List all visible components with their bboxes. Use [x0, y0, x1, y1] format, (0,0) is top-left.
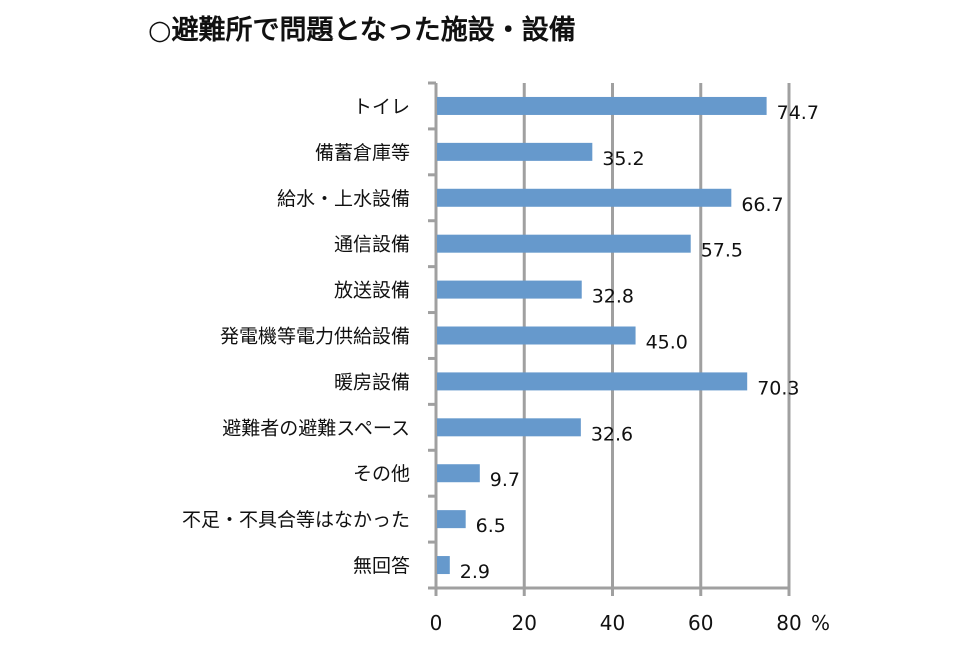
x-tick-label: 60: [688, 611, 713, 635]
data-label: 32.8: [592, 286, 634, 308]
category-label: 無回答: [353, 555, 410, 577]
bar: [437, 234, 691, 253]
bar: [437, 142, 593, 161]
bar: [437, 556, 450, 575]
data-label: 45.0: [646, 332, 688, 354]
bar: [437, 326, 636, 345]
data-label: 66.7: [741, 194, 783, 216]
category-label: 放送設備: [334, 280, 410, 302]
data-label: 32.6: [591, 423, 633, 445]
data-label: 35.2: [602, 148, 644, 170]
data-label: 70.3: [757, 377, 799, 399]
bar: [437, 418, 581, 437]
bar: [437, 372, 748, 391]
category-label: 通信設備: [334, 234, 410, 256]
category-label: その他: [353, 463, 410, 485]
x-unit-label: %: [811, 611, 830, 635]
chart-title: ○避難所で問題となった施設・設備: [148, 15, 576, 46]
x-tick-label: 40: [600, 611, 625, 635]
category-label: 避難者の避難スペース: [222, 417, 410, 439]
bar: [437, 188, 732, 207]
data-label: 9.7: [490, 469, 520, 491]
data-label: 2.9: [460, 561, 490, 583]
data-label: 6.5: [476, 515, 506, 537]
data-label: 74.7: [777, 102, 819, 124]
x-tick-label: 0: [430, 611, 443, 635]
x-tick-label: 20: [512, 611, 537, 635]
x-tick-label: 80: [776, 611, 801, 635]
data-label: 57.5: [701, 240, 743, 262]
bar: [437, 280, 582, 299]
bar: [437, 464, 480, 483]
category-label: 備蓄倉庫等: [315, 142, 410, 164]
category-label: トイレ: [353, 96, 410, 118]
category-label: 暖房設備: [334, 371, 410, 393]
category-label: 発電機等電力供給設備: [220, 326, 410, 348]
bar: [437, 96, 767, 115]
category-label: 不足・不具合等はなかった: [182, 509, 410, 531]
category-label: 給水・上水設備: [277, 188, 410, 210]
bar: [437, 510, 466, 529]
